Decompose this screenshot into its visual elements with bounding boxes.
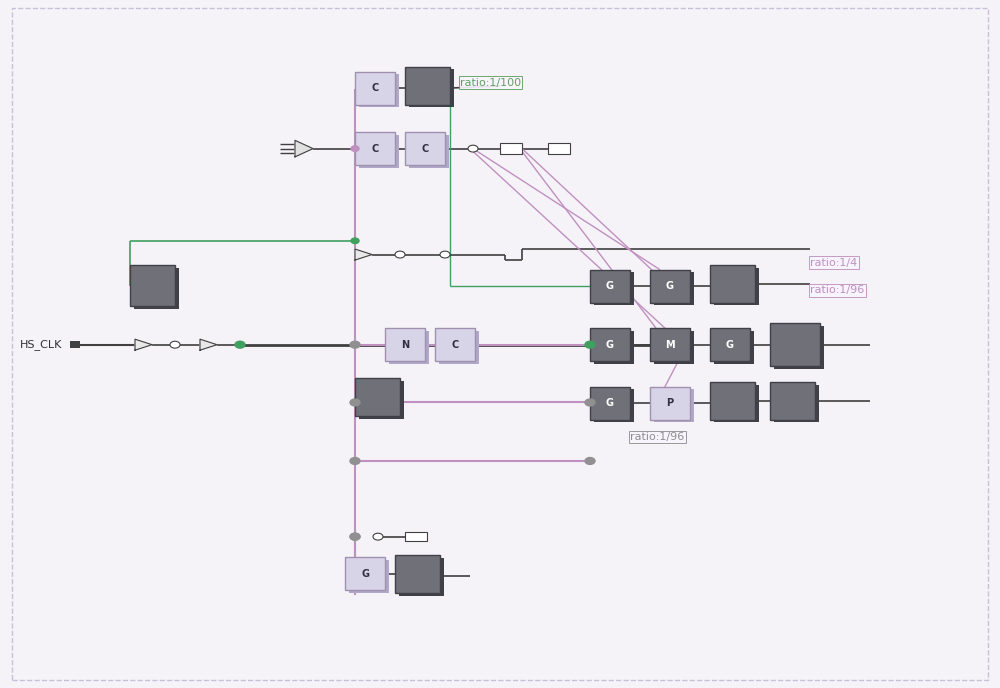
Bar <box>650 270 690 303</box>
Bar <box>654 331 694 364</box>
Bar <box>654 272 694 305</box>
Bar <box>130 265 175 306</box>
Bar <box>650 328 690 361</box>
Bar <box>359 74 399 107</box>
Circle shape <box>585 341 595 348</box>
Circle shape <box>350 458 360 464</box>
Bar <box>590 328 630 361</box>
Circle shape <box>350 533 360 540</box>
Bar <box>590 387 630 420</box>
Bar <box>594 331 634 364</box>
Bar <box>650 387 690 420</box>
Bar <box>774 385 819 422</box>
Text: ratio:1/100: ratio:1/100 <box>460 78 521 87</box>
Bar <box>355 72 395 105</box>
Bar <box>710 265 755 303</box>
Bar <box>714 268 759 305</box>
Circle shape <box>585 399 595 406</box>
Text: ratio:1/96: ratio:1/96 <box>630 432 684 442</box>
Circle shape <box>350 399 360 406</box>
Circle shape <box>170 341 180 348</box>
Polygon shape <box>200 339 217 350</box>
Circle shape <box>440 251 450 258</box>
Text: N: N <box>401 340 409 350</box>
Text: G: G <box>361 569 369 579</box>
Bar <box>405 132 445 165</box>
Bar <box>594 272 634 305</box>
Bar <box>359 381 404 419</box>
Circle shape <box>350 533 360 540</box>
Bar <box>405 67 450 105</box>
Bar <box>770 382 815 420</box>
Text: M: M <box>665 340 675 350</box>
Polygon shape <box>355 249 372 260</box>
Bar <box>395 555 440 593</box>
Circle shape <box>351 146 359 151</box>
Bar <box>405 532 427 541</box>
Polygon shape <box>135 339 152 350</box>
Bar <box>134 268 179 309</box>
Bar <box>590 270 630 303</box>
Circle shape <box>373 533 383 540</box>
Bar <box>389 331 429 364</box>
Polygon shape <box>295 140 313 157</box>
Text: C: C <box>451 340 459 350</box>
Bar <box>774 326 824 369</box>
Text: C: C <box>371 83 379 93</box>
Circle shape <box>351 238 359 244</box>
Bar <box>714 385 759 422</box>
Bar <box>710 382 755 420</box>
Bar <box>439 331 479 364</box>
Bar <box>355 132 395 165</box>
Text: C: C <box>421 144 429 153</box>
Text: G: G <box>666 281 674 291</box>
Bar <box>435 328 475 361</box>
Bar <box>409 135 449 168</box>
Text: G: G <box>606 340 614 350</box>
Bar <box>359 135 399 168</box>
Text: C: C <box>371 144 379 153</box>
Text: ratio:1/96: ratio:1/96 <box>810 286 864 295</box>
Text: G: G <box>606 281 614 291</box>
Bar <box>654 389 694 422</box>
Circle shape <box>585 458 595 464</box>
Bar <box>500 143 522 154</box>
Bar <box>594 389 634 422</box>
Bar <box>355 378 400 416</box>
Bar <box>548 143 570 154</box>
Bar <box>345 557 385 590</box>
Bar <box>710 328 750 361</box>
Text: HS_CLK: HS_CLK <box>20 339 62 350</box>
Bar <box>70 341 80 348</box>
Circle shape <box>395 251 405 258</box>
Circle shape <box>235 341 245 348</box>
Bar <box>714 331 754 364</box>
Text: ratio:1/4: ratio:1/4 <box>810 258 857 268</box>
Bar <box>399 558 444 596</box>
Circle shape <box>350 341 360 348</box>
Text: G: G <box>606 398 614 408</box>
Bar <box>770 323 820 366</box>
Bar <box>409 69 454 107</box>
Circle shape <box>468 145 478 152</box>
Text: P: P <box>666 398 674 408</box>
Text: G: G <box>726 340 734 350</box>
Bar <box>349 560 389 593</box>
Bar <box>385 328 425 361</box>
